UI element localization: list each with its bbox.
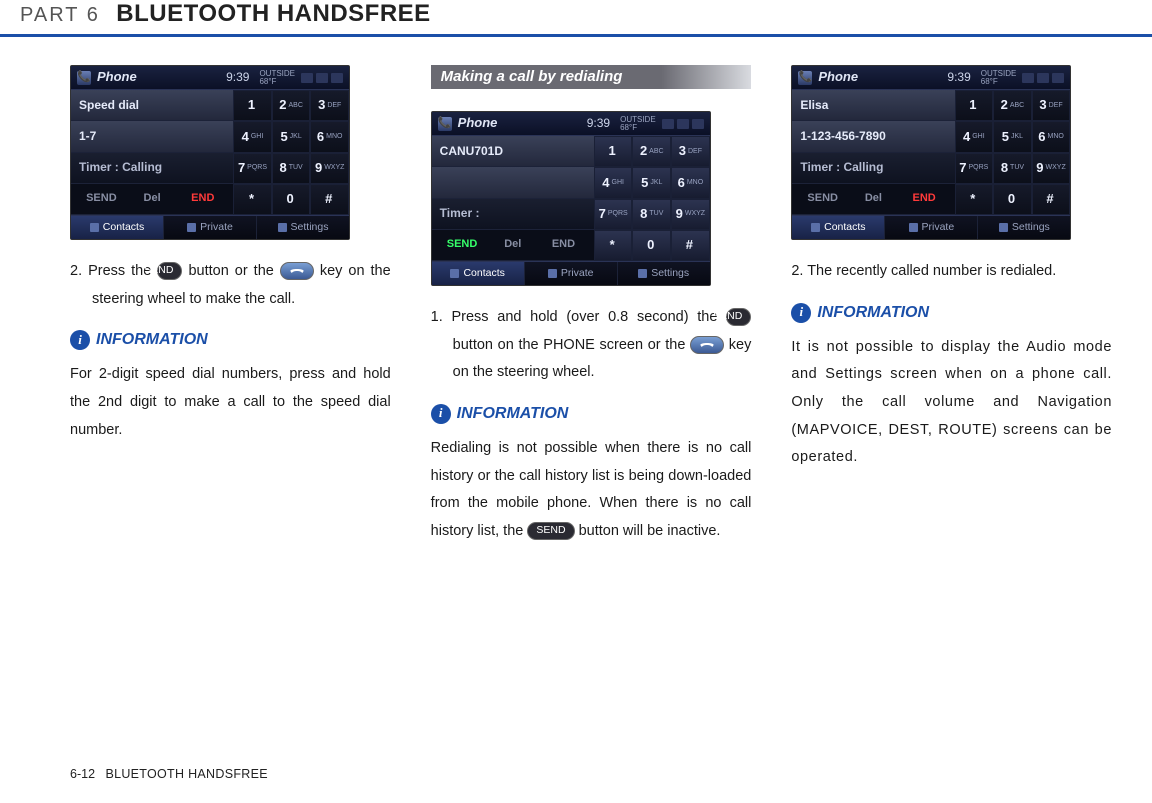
part-label: PART 6	[20, 4, 100, 26]
info-icon: i	[791, 303, 811, 323]
phone-key-icon	[280, 262, 314, 280]
info-label: INFORMATION	[817, 298, 929, 328]
send-pill: SEND	[726, 308, 751, 326]
phone-screenshot-recent-call: 📞 Phone 9:39 OUTSIDE68°F Elisa 1-123-456…	[791, 65, 1071, 240]
step-text: 2. Press the SEND button or the key on t…	[70, 258, 391, 313]
info-icon: i	[431, 404, 451, 424]
step-text: 2. The recently called number is rediale…	[791, 258, 1112, 286]
text: 1. Press and hold (over 0.8 second) the	[431, 309, 726, 325]
information-heading: i INFORMATION	[791, 298, 1112, 328]
info-text: It is not possible to display the Audio …	[791, 334, 1112, 472]
information-heading: i INFORMATION	[70, 325, 391, 355]
information-heading: i INFORMATION	[431, 399, 752, 429]
info-icon: i	[70, 330, 90, 350]
page-footer: 6-12 BLUETOOTH HANDSFREE	[70, 767, 268, 781]
send-pill: SEND	[527, 522, 574, 540]
info-text: Redialing is not possible when there is …	[431, 435, 752, 545]
text: button on the PHONE screen or the	[453, 337, 690, 353]
text: button or the	[188, 263, 279, 279]
info-label: INFORMATION	[457, 399, 569, 429]
phone-screenshot-redial: 📞 Phone 9:39 OUTSIDE68°F CANU701D Timer …	[431, 111, 711, 286]
page-number: 6-12	[70, 767, 95, 781]
phone-screenshot-speed-dial: 📞 Phone 9:39 OUTSIDE68°F Speed dial 1-7 …	[70, 65, 350, 240]
column-3: 📞 Phone 9:39 OUTSIDE68°F Elisa 1-123-456…	[791, 65, 1112, 557]
column-2: Making a call by redialing 📞 Phone 9:39 …	[431, 65, 752, 557]
content-columns: 📞 Phone 9:39 OUTSIDE68°F Speed dial 1-7 …	[0, 37, 1152, 557]
header-title: BLUETOOTH HANDSFREE	[116, 0, 430, 27]
column-1: 📞 Phone 9:39 OUTSIDE68°F Speed dial 1-7 …	[70, 65, 391, 557]
info-text: For 2-digit speed dial numbers, press an…	[70, 361, 391, 444]
phone-key-icon	[690, 336, 724, 354]
send-pill: SEND	[157, 262, 182, 280]
page-header: PART 6 BLUETOOTH HANDSFREE	[0, 0, 1152, 37]
info-label: INFORMATION	[96, 325, 208, 355]
text: button will be inactive.	[579, 523, 721, 539]
footer-title: BLUETOOTH HANDSFREE	[105, 767, 267, 781]
section-header: Making a call by redialing	[431, 65, 752, 89]
step-text: 1. Press and hold (over 0.8 second) the …	[431, 304, 752, 387]
